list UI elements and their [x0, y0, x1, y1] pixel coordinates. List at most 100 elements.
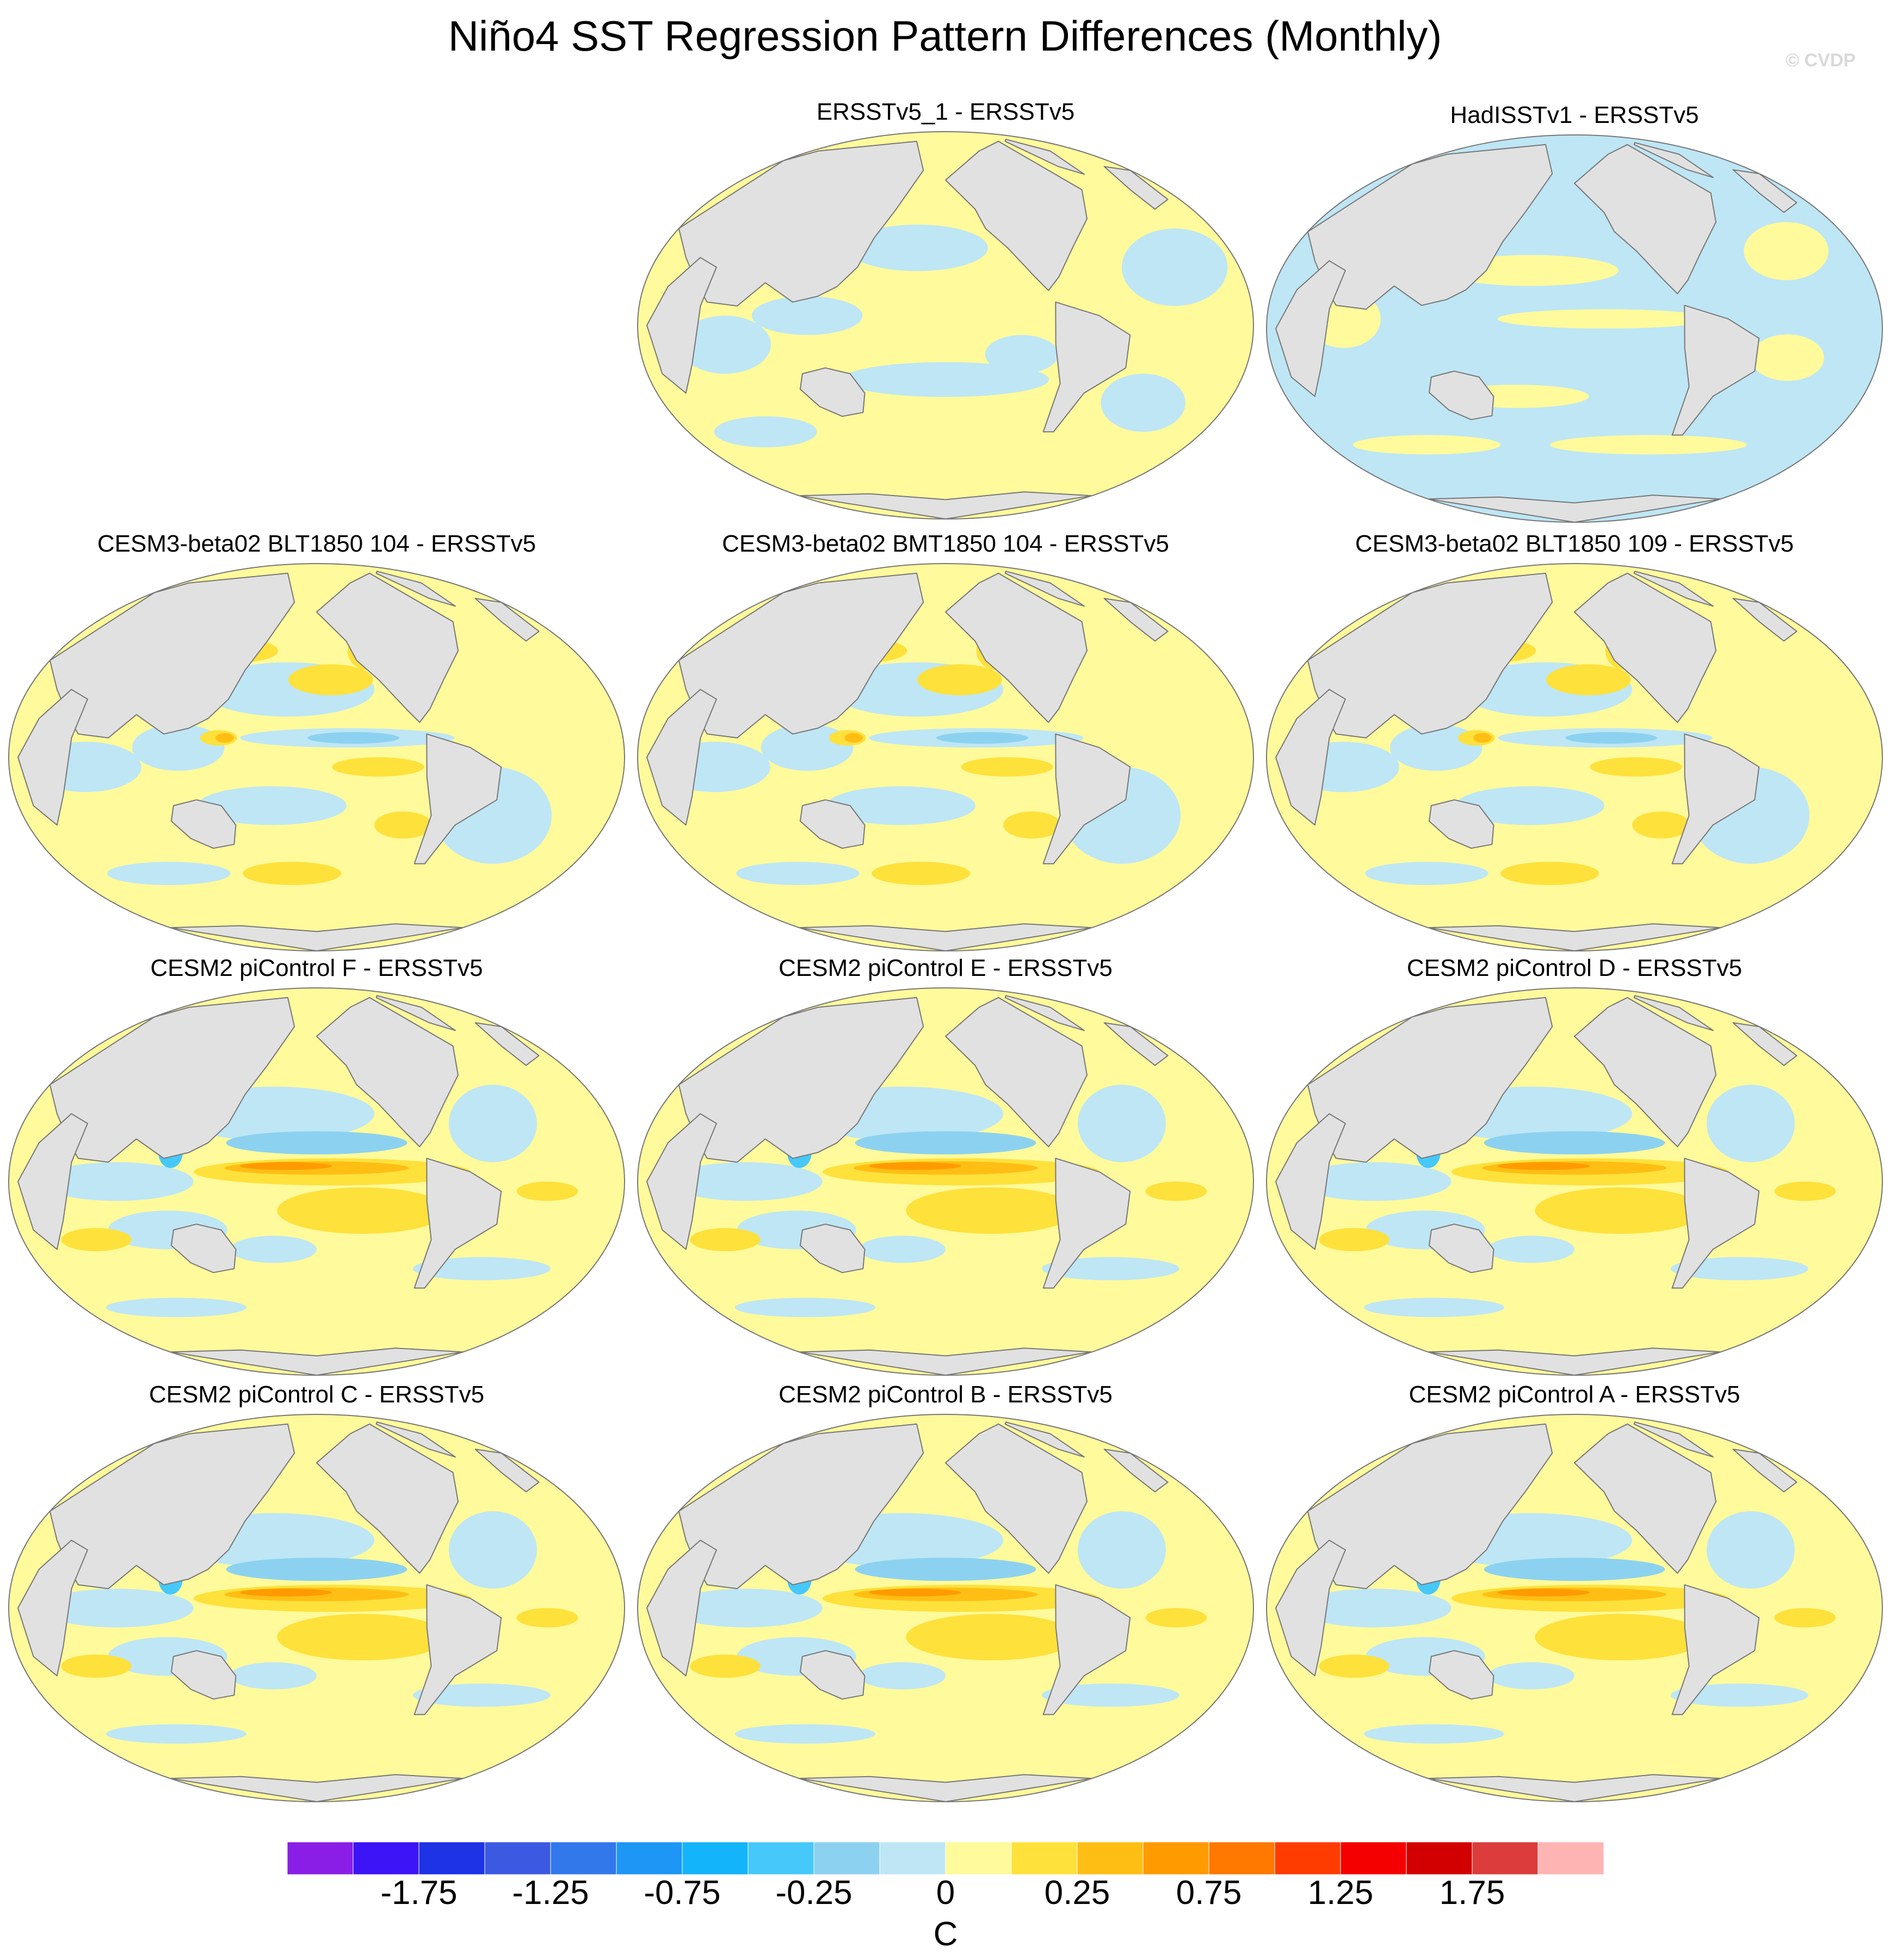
continent-northAmerica [945, 1423, 1088, 1574]
sst-anomaly-region [734, 1724, 875, 1744]
colorbar-swatch [550, 1841, 617, 1875]
continent-greenland [375, 571, 456, 607]
continent-asia [49, 1423, 295, 1590]
colorbar-swatch [1274, 1841, 1341, 1875]
sst-anomaly-region [288, 664, 373, 696]
continent-africa [1275, 1539, 1346, 1677]
copyright-watermark: © CVDP [1786, 50, 1856, 71]
colorbar-svg [287, 1841, 1604, 1875]
continent-southAmerica [413, 733, 502, 864]
world-map [1266, 987, 1883, 1376]
continent-greenland [375, 1421, 456, 1458]
continent-europe [474, 1449, 540, 1493]
sst-anomaly-region [858, 1662, 946, 1690]
continent-northAmerica [945, 997, 1088, 1147]
continent-southAmerica [413, 1584, 502, 1715]
sst-anomaly-region [1670, 1683, 1808, 1707]
panel-title: CESM3-beta02 BLT1850 104 - ERSSTv5 [97, 530, 536, 557]
map-panel: CESM3-beta02 BLT1850 109 - ERSSTv5 [1264, 529, 1885, 959]
colorbar-tick-label: -1.25 [512, 1874, 589, 1912]
sst-anomaly-region [1546, 664, 1631, 696]
sst-anomaly-region [1473, 733, 1492, 743]
continent-greenland [1633, 142, 1714, 178]
sst-anomaly-region [239, 1588, 332, 1597]
continent-southAmerica [1671, 733, 1760, 864]
continent-northAmerica [945, 572, 1088, 723]
colorbar-unit: C [933, 1915, 958, 1953]
continent-greenland [1633, 995, 1714, 1031]
continent-asia [49, 997, 295, 1163]
map-panel: CESM2 piControl B - ERSSTv5 [635, 1380, 1256, 1809]
panel-title: CESM2 piControl C - ERSSTv5 [149, 1381, 485, 1408]
continent-europe [1103, 1449, 1169, 1493]
sst-anomaly-region [1497, 1162, 1590, 1170]
colorbar-swatch [616, 1841, 683, 1875]
continent-europe [1732, 598, 1798, 642]
sst-anomaly-region [906, 1187, 1077, 1234]
colorbar-swatch [945, 1841, 1012, 1875]
continent-africa [646, 689, 717, 826]
figure-title: Niño4 SST Regression Pattern Differences… [448, 12, 1442, 60]
sst-anomaly-region [826, 786, 975, 825]
map-panel: ERSSTv5_1 - ERSSTv5 [635, 97, 1256, 527]
colorbar-tick-label: 0 [936, 1874, 955, 1912]
sst-anomaly-region [230, 1235, 317, 1263]
colorbar-swatch [353, 1841, 419, 1875]
continent-europe [1732, 169, 1798, 213]
continent-southAmerica [413, 1158, 502, 1289]
sst-anomaly-region [906, 1613, 1077, 1661]
map-panel: CESM3-beta02 BLT1850 104 - ERSSTv5 [7, 529, 627, 959]
sst-anomaly-region [1487, 1662, 1574, 1690]
map-outline [1266, 134, 1883, 523]
sst-anomaly-region [39, 1162, 194, 1201]
colorbar-tick-label: 0.25 [1044, 1874, 1110, 1912]
sst-anomaly-region [855, 1131, 1036, 1155]
sst-anomaly-region [1497, 309, 1713, 329]
continent-europe [474, 1022, 540, 1066]
colorbar-swatch [418, 1841, 485, 1875]
continent-southAmerica [1671, 305, 1760, 436]
sst-anomaly-region [1484, 1557, 1665, 1581]
continent-africa [1275, 260, 1346, 397]
sst-anomaly-region [448, 1511, 537, 1589]
colorbar-swatch [1537, 1841, 1604, 1875]
colorbar-swatch [1340, 1841, 1407, 1875]
continent-australia [1428, 1650, 1494, 1700]
map-outline [637, 987, 1254, 1376]
colorbar-swatch [1077, 1841, 1144, 1875]
sst-anomaly-region [1363, 1297, 1504, 1318]
map-panel: CESM2 piControl E - ERSSTv5 [635, 953, 1256, 1383]
continent-antarctica [170, 1774, 464, 1802]
continent-antarctica [170, 923, 464, 951]
sst-anomaly-region [412, 1257, 551, 1281]
continent-asia [1307, 144, 1553, 310]
sst-anomaly-region [844, 733, 863, 743]
sst-anomaly-region [1670, 1257, 1808, 1281]
sst-anomaly-region [858, 1235, 946, 1263]
sst-anomaly-region [847, 224, 988, 271]
map-panel: HadISSTv1 - ERSSTv5 [1264, 100, 1885, 530]
map-panel: CESM2 piControl C - ERSSTv5 [7, 1380, 627, 1809]
sst-anomaly-region [307, 732, 400, 744]
colorbar-tick-label: 1.25 [1307, 1874, 1374, 1912]
sst-anomaly-region [1101, 374, 1185, 432]
sst-anomaly-region [1774, 1182, 1836, 1201]
sst-anomaly-region [1352, 435, 1501, 455]
continent-europe [1103, 1022, 1169, 1066]
continent-antarctica [799, 923, 1092, 951]
continent-asia [1307, 572, 1553, 739]
continent-asia [49, 572, 295, 739]
sst-anomaly-region [985, 335, 1059, 374]
sst-anomaly-region [1319, 1654, 1389, 1678]
sst-anomaly-region [239, 1162, 332, 1170]
map-outline [8, 987, 625, 1376]
continent-greenland [1004, 995, 1085, 1031]
colorbar-swatch [287, 1841, 354, 1875]
panel-title: CESM3-beta02 BLT1850 109 - ERSSTv5 [1355, 530, 1794, 557]
sst-anomaly-region [1297, 1588, 1452, 1628]
continent-northAmerica [1574, 144, 1716, 294]
colorbar-swatch [484, 1841, 551, 1875]
sst-anomaly-region [1706, 1085, 1795, 1163]
continent-asia [678, 1423, 924, 1590]
colorbar-swatch [682, 1841, 749, 1875]
